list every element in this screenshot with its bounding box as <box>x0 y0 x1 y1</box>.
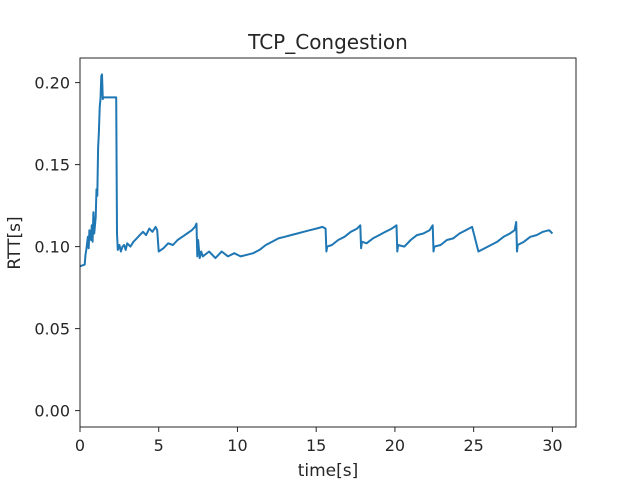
y-tick-label: 0.10 <box>34 238 70 257</box>
plot-frame <box>79 57 577 428</box>
chart-title: TCP_Congestion <box>247 30 408 54</box>
x-axis-label: time[s] <box>298 461 359 480</box>
y-tick-label: 0.00 <box>34 402 70 421</box>
y-axis-label: RTT[s] <box>5 216 25 269</box>
x-tick-label: 30 <box>542 436 562 455</box>
y-tick-label: 0.20 <box>34 74 70 93</box>
y-axis-ticks: 0.00 0.05 0.10 0.15 0.20 <box>34 74 80 421</box>
x-tick-label: 15 <box>306 436 326 455</box>
x-axis-ticks: 0 5 10 15 20 25 30 <box>75 427 563 455</box>
x-tick-label: 25 <box>463 436 483 455</box>
x-tick-label: 20 <box>385 436 405 455</box>
rtt-series-line <box>79 73 554 268</box>
y-tick-label: 0.15 <box>34 156 70 175</box>
x-tick-label: 0 <box>75 436 85 455</box>
x-tick-label: 5 <box>154 436 164 455</box>
x-tick-label: 10 <box>227 436 247 455</box>
series-layer <box>79 73 554 268</box>
y-tick-label: 0.05 <box>34 320 70 339</box>
